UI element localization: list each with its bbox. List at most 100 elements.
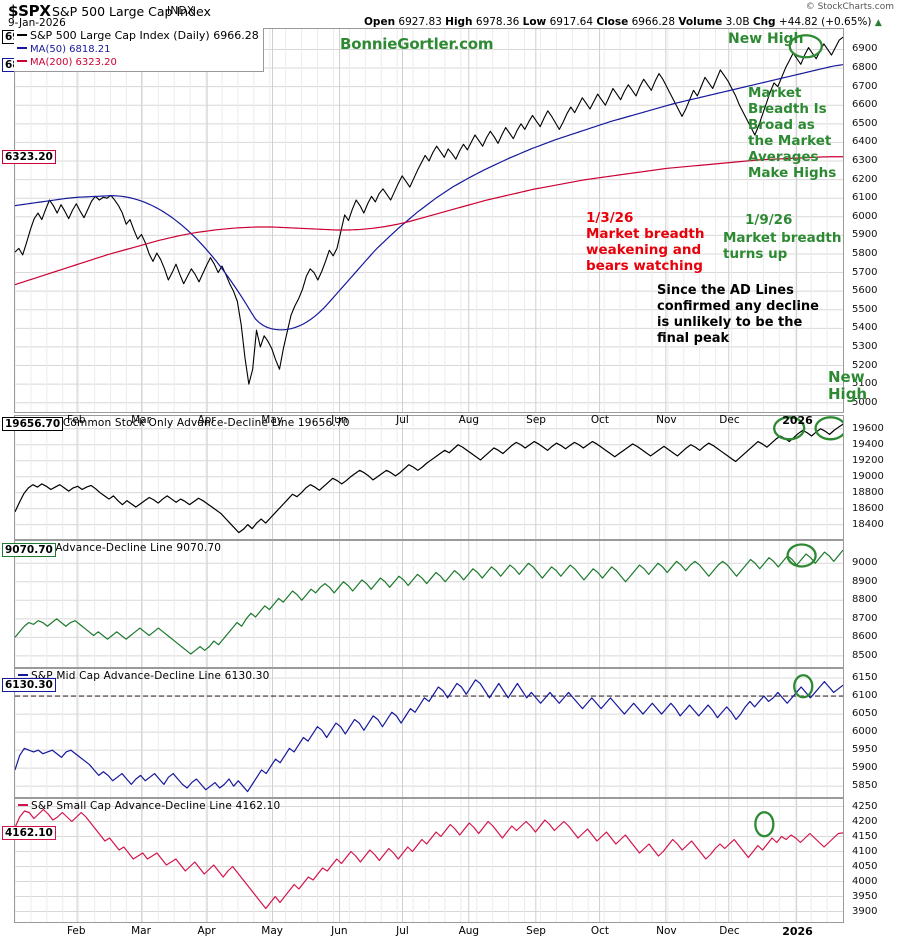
y-tick-label: 6200 xyxy=(852,173,878,185)
annotation-circle-nyse_ad-1 xyxy=(773,416,806,441)
y-tick-label: 8900 xyxy=(852,575,878,587)
close-label: Close xyxy=(596,16,629,28)
y-tick-label: 6900 xyxy=(852,43,878,55)
y-tick-label: 8600 xyxy=(852,631,878,643)
y-tick-label: 5400 xyxy=(852,322,878,334)
quote-bar: Open 6927.83 High 6978.36 Low 6917.64 Cl… xyxy=(364,16,882,28)
x-tick-label: Mar xyxy=(131,414,151,426)
chg-label: Chg xyxy=(752,16,776,28)
x-tick-label: Feb xyxy=(66,925,86,937)
x-tick-label: Nov xyxy=(656,414,677,426)
symbol-name: S&P 500 Large Cap Index xyxy=(52,4,211,19)
last-value-badge: 4162.10 xyxy=(2,825,56,840)
y-tick-label: 4250 xyxy=(852,800,878,812)
y-tick-label: 6500 xyxy=(852,117,878,129)
y-tick-label: 5700 xyxy=(852,266,878,278)
high-value: 6978.36 xyxy=(475,16,520,28)
y-tick-label: 19000 xyxy=(852,470,884,482)
y-tick-label: 4200 xyxy=(852,815,878,827)
series-line-s-p-small-cap-advance-decline-line xyxy=(15,808,843,910)
panel-legend-smallcap_ad: S&P Small Cap Advance-Decline Line 4162.… xyxy=(18,800,280,813)
series-line-nyse-common-stock-only-advance-decline-line xyxy=(15,423,843,534)
y-tick-label: 18800 xyxy=(852,486,884,498)
legend-label: S&P Small Cap Advance-Decline Line 4162.… xyxy=(31,800,281,812)
chart-panel-smallcap_ad: S&P Small Cap Advance-Decline Line 4162.… xyxy=(14,798,844,923)
y-tick-label: 4150 xyxy=(852,830,878,842)
annotation-circle-nyse_ad-2 xyxy=(814,416,843,441)
x-tick-label: Oct xyxy=(590,925,610,937)
y-tick-label: 5800 xyxy=(852,247,878,259)
chart-panel-price xyxy=(14,28,844,413)
volume-value: 3.0B xyxy=(725,16,750,28)
legend-label: SPX Advance-Decline Line 9070.70 xyxy=(31,542,222,554)
plot-area-midcap_ad xyxy=(15,669,843,797)
breadth-broad-note: Market Breadth Is Broad as the Market Av… xyxy=(748,85,837,181)
new-high-label-bottom: New High xyxy=(828,368,868,403)
x-tick-label: Sep xyxy=(526,925,546,937)
legend-label: MA(200) 6323.20 xyxy=(30,57,117,68)
plot-area-smallcap_ad xyxy=(15,799,843,922)
chart-header: $SPX S&P 500 Large Cap Index INDX 9-Jan-… xyxy=(0,0,900,29)
series-line-s-p-mid-cap-advance-decline-line xyxy=(15,679,843,793)
y-tick-label: 6000 xyxy=(852,726,878,738)
up-arrow-icon: ▲ xyxy=(874,18,882,28)
annotation-circle-price-1 xyxy=(788,34,823,59)
legend-swatch-icon xyxy=(18,804,28,806)
series-line-spx-advance-decline-line xyxy=(15,549,843,655)
symbol-ticker: $SPX xyxy=(8,2,51,20)
x-tick-label: Jul xyxy=(396,925,409,937)
plot-area-spx_ad xyxy=(15,541,843,667)
last-value-badge: 19656.70 xyxy=(2,417,64,432)
annotation-circle-smallcap_ad-1 xyxy=(754,811,775,838)
y-tick-label: 5100 xyxy=(852,378,878,390)
legend-swatch-icon xyxy=(18,674,28,676)
x-tick-label: Dec xyxy=(719,414,740,426)
last-value-badge: 6130.30 xyxy=(2,678,56,693)
annotation-circle-midcap_ad-1 xyxy=(793,674,814,699)
last-value-badge: 9070.70 xyxy=(2,543,56,558)
y-tick-label: 9000 xyxy=(852,557,878,569)
y-tick-label: 8700 xyxy=(852,612,878,624)
legend-row: MA(50) 6818.21 xyxy=(17,43,259,56)
plot-area-nyse_ad xyxy=(15,416,843,539)
x-tick-label: 2026 xyxy=(782,925,813,938)
y-tick-label: 5900 xyxy=(852,762,878,774)
legend-row: MA(200) 6323.20 xyxy=(17,56,259,69)
y-tick-label: 19400 xyxy=(852,438,884,450)
legend-swatch-icon xyxy=(17,60,27,62)
y-tick-label: 6000 xyxy=(852,210,878,222)
last-value-badge: 6323.20 xyxy=(2,149,56,164)
legend-label: S&P 500 Large Cap Index (Daily) 6966.28 xyxy=(30,29,259,42)
legend-swatch-icon xyxy=(17,34,27,36)
chg-value: +44.82 (+0.65%) xyxy=(778,16,872,28)
y-tick-label: 5200 xyxy=(852,359,878,371)
volume-label: Volume xyxy=(678,16,723,28)
open-label: Open xyxy=(364,16,396,28)
y-tick-label: 19200 xyxy=(852,454,884,466)
y-tick-label: 5850 xyxy=(852,780,878,792)
y-tick-label: 18600 xyxy=(852,502,884,514)
y-tick-label: 6700 xyxy=(852,80,878,92)
x-tick-label: Aug xyxy=(458,414,480,426)
x-axis-price: Feb Mar Apr May Jun Jul Aug Sep Oct Nov Dec 2026 xyxy=(14,414,844,428)
y-tick-label: 5300 xyxy=(852,340,878,352)
legend-label: MA(50) 6818.21 xyxy=(30,44,111,55)
legend-label: NYSE Common Stock Only Advance-Decline L… xyxy=(31,417,350,429)
y-tick-label: 4050 xyxy=(852,860,878,872)
y-tick-label: 4000 xyxy=(852,875,878,887)
series-line-ma-200 xyxy=(15,156,843,286)
brand-watermark: BonnieGortler.com xyxy=(340,35,494,53)
green-annotation-text: Market breadth turns up xyxy=(723,230,842,262)
y-tick-label: 6800 xyxy=(852,62,878,74)
chart-panel-midcap_ad: S&P Mid Cap Advance-Decline Line 6130.30 xyxy=(14,668,844,798)
x-tick-label: Oct xyxy=(590,414,610,426)
y-tick-label: 6100 xyxy=(852,690,878,702)
y-tick-label: 19600 xyxy=(852,422,884,434)
price-panel-legend: S&P 500 Large Cap Index (Daily) 6966.28 M… xyxy=(14,28,264,72)
y-tick-label: 18400 xyxy=(852,518,884,530)
close-value: 6966.28 xyxy=(631,16,676,28)
x-tick-label: 2026 xyxy=(782,414,813,427)
y-tick-label: 3950 xyxy=(852,890,878,902)
y-tick-label: 6050 xyxy=(852,708,878,720)
